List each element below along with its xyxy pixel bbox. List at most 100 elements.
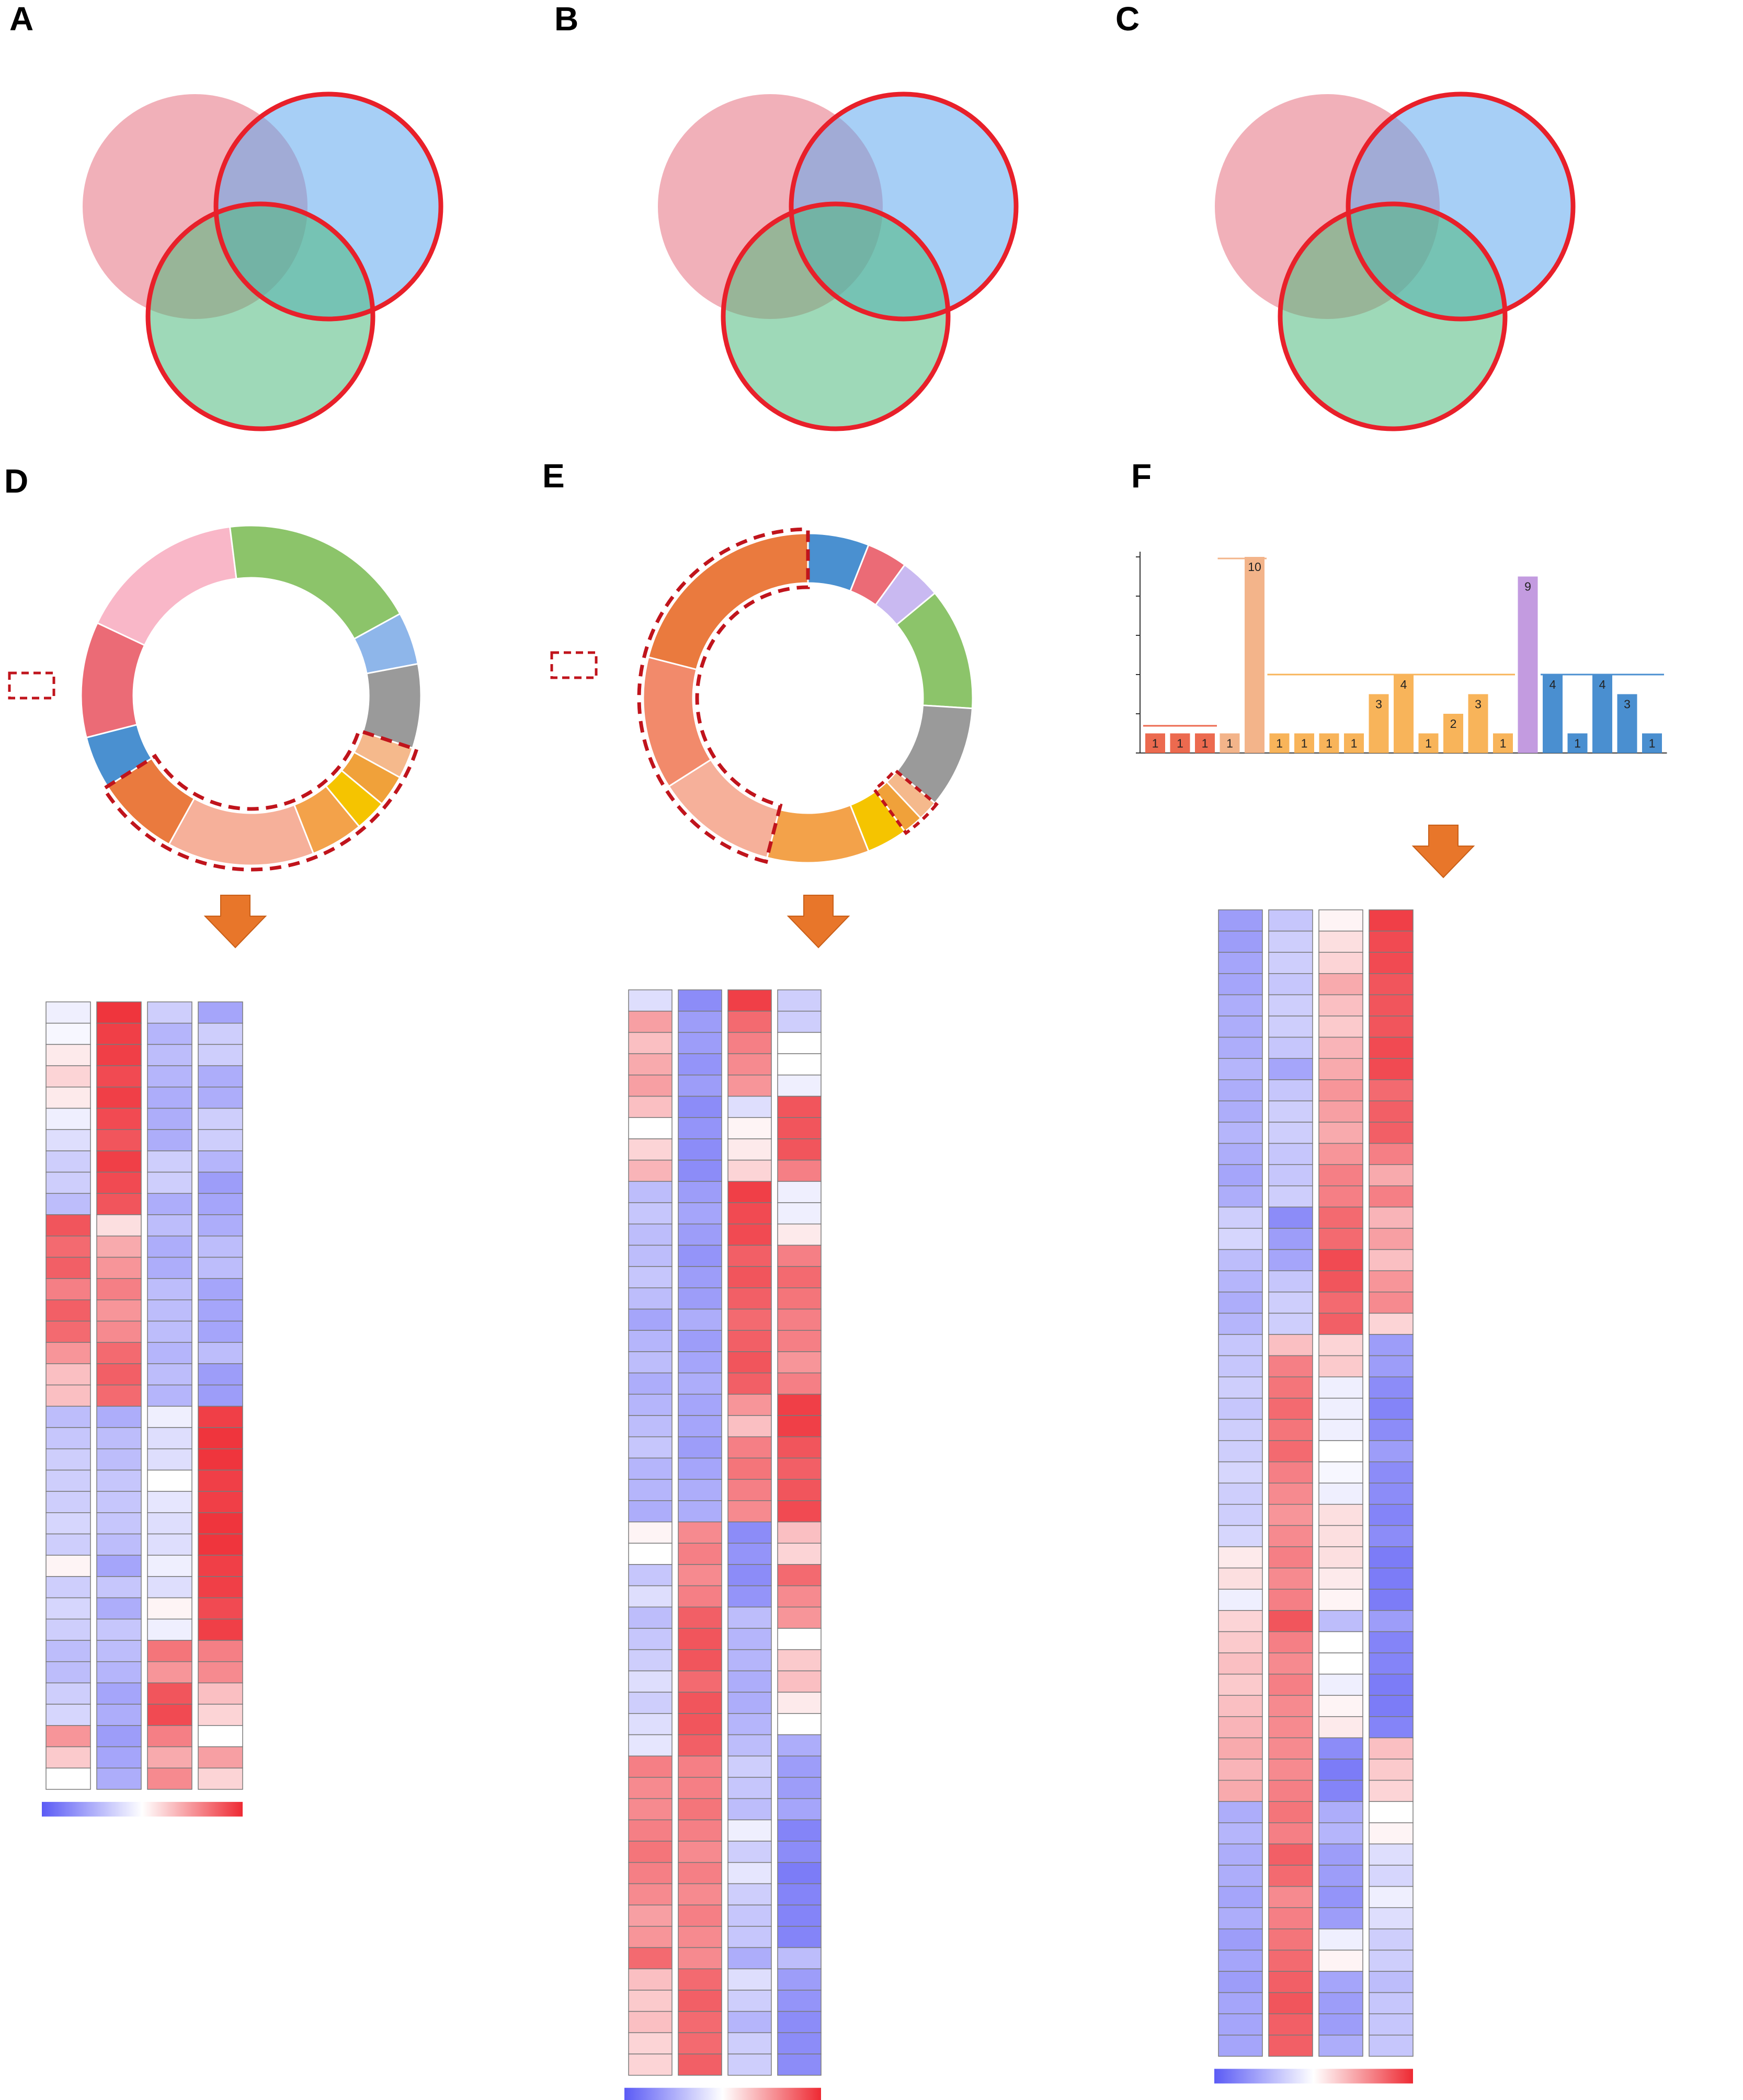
heatmap-cell <box>1369 1695 1414 1717</box>
heatmap-cell <box>678 1543 722 1565</box>
heatmap-cell <box>198 1257 243 1279</box>
heatmap-cell <box>147 1661 192 1684</box>
heatmap-cell <box>45 1065 91 1088</box>
heatmap-cell <box>147 1320 192 1343</box>
heatmap-cell <box>1218 2035 1263 2057</box>
heatmap-cell <box>198 1363 243 1386</box>
venn-c <box>1215 92 1576 431</box>
heatmap-cell <box>628 1308 673 1331</box>
heatmap-cell <box>147 1427 192 1450</box>
heatmap-cell <box>1318 1058 1363 1080</box>
heatmap-cell <box>628 1883 673 1905</box>
heatmap-cell <box>198 1640 243 1662</box>
heatmap-cell <box>1369 1376 1414 1399</box>
heatmap-cell <box>1318 1843 1363 1866</box>
heatmap-cell <box>198 1704 243 1726</box>
heatmap-cell <box>96 1448 142 1471</box>
bar <box>1443 714 1463 753</box>
heatmap-cell <box>96 1661 142 1684</box>
heatmap-cell <box>45 1618 91 1641</box>
heatmap-cell <box>1318 1292 1363 1314</box>
heatmap-cell <box>1318 1992 1363 2014</box>
heatmap-cell <box>678 1947 722 1969</box>
heatmap-cell <box>1268 1249 1313 1271</box>
heatmap-cell <box>777 1075 822 1097</box>
heatmap-cell <box>1218 1036 1263 1059</box>
heatmap-cell <box>628 1947 673 1969</box>
heatmap-cell <box>45 1235 91 1258</box>
heatmap-cell <box>96 1022 142 1045</box>
heatmap-cell <box>678 1075 722 1097</box>
heatmap-cell <box>777 1521 822 1544</box>
heatmap-cell <box>1218 994 1263 1017</box>
heatmap-cell <box>1369 1228 1414 1250</box>
heatmap-cell <box>1369 1036 1414 1059</box>
flow-arrows <box>203 825 1475 949</box>
heatmap-cell <box>628 1202 673 1225</box>
heatmap-cell <box>1218 1206 1263 1229</box>
heatmap-cell <box>1369 1546 1414 1569</box>
heatmap-cell <box>727 1883 772 1905</box>
heatmap-cell <box>777 1500 822 1523</box>
heatmap-cell <box>1369 1631 1414 1653</box>
heatmap-cell <box>727 1500 772 1523</box>
heatmap-cell <box>777 1394 822 1416</box>
heatmap-cell <box>628 1394 673 1416</box>
lipids-legend-box <box>550 651 598 679</box>
heatmap-cell <box>1369 2035 1414 2057</box>
heatmap-cell <box>96 1235 142 1258</box>
heatmap-cell <box>678 1479 722 1501</box>
heatmap-cell <box>777 1841 822 1863</box>
venn-b <box>658 92 1019 431</box>
heatmap-cell <box>1369 994 1414 1017</box>
heatmap-cell <box>1318 2013 1363 2036</box>
bar-value-label: 1 <box>1351 737 1358 750</box>
heatmap-cell <box>1268 1567 1313 1590</box>
heatmap-cell <box>1318 1312 1363 1335</box>
heatmap-cell <box>628 1287 673 1310</box>
heatmap-cell <box>628 1159 673 1182</box>
heatmap-cell <box>777 1159 822 1182</box>
heatmap-cell <box>1369 1971 1414 1993</box>
heatmaps <box>42 909 1414 2100</box>
heatmap-cell <box>1318 930 1363 953</box>
heatmap-cell <box>628 1649 673 1672</box>
heatmap-cell <box>198 1087 243 1109</box>
heatmap-cell <box>777 1670 822 1693</box>
heatmap-cell <box>1369 1716 1414 1739</box>
heatmap-cell <box>1369 1928 1414 1951</box>
heatmap-cell <box>1318 1525 1363 1547</box>
heatmap-d-heatmap <box>42 1001 243 1817</box>
heatmap-cell <box>1268 1228 1313 1250</box>
heatmap-cell <box>45 1044 91 1066</box>
heatmap-cell <box>1318 994 1363 1017</box>
heatmap-cell <box>1318 1504 1363 1526</box>
heatmap-cell <box>45 1406 91 1428</box>
heatmap-cell <box>727 2053 772 2076</box>
heatmap-cell <box>1268 952 1313 974</box>
heatmap-cell <box>628 1032 673 1054</box>
heatmap-cell <box>198 1065 243 1088</box>
color-scale-bar <box>1214 2069 1413 2084</box>
heatmap-cell <box>45 1725 91 1748</box>
heatmap-cell <box>96 1512 142 1535</box>
heatmap-cell <box>678 1436 722 1459</box>
heatmap-cell <box>198 1129 243 1151</box>
heatmap-cell <box>147 1640 192 1662</box>
venn-circle-2 <box>148 204 373 429</box>
heatmap-cell <box>628 1330 673 1352</box>
heatmap-cell <box>1318 1631 1363 1653</box>
heatmap-cell <box>1318 1779 1363 1802</box>
heatmap-cell <box>628 1075 673 1097</box>
heatmap-cell <box>777 1606 822 1629</box>
heatmap-cell <box>1318 1461 1363 1483</box>
heatmap-cell <box>1218 952 1263 974</box>
heatmap-cell <box>1318 1865 1363 1887</box>
heatmap-cell <box>1218 1270 1263 1293</box>
heatmap-cell <box>45 1257 91 1279</box>
bar-value-label: 3 <box>1624 698 1631 711</box>
heatmap-cell <box>1218 1355 1263 1377</box>
heatmap-cell <box>147 1299 192 1322</box>
heatmap-cell <box>96 1001 142 1024</box>
heatmap-cell <box>628 1628 673 1650</box>
